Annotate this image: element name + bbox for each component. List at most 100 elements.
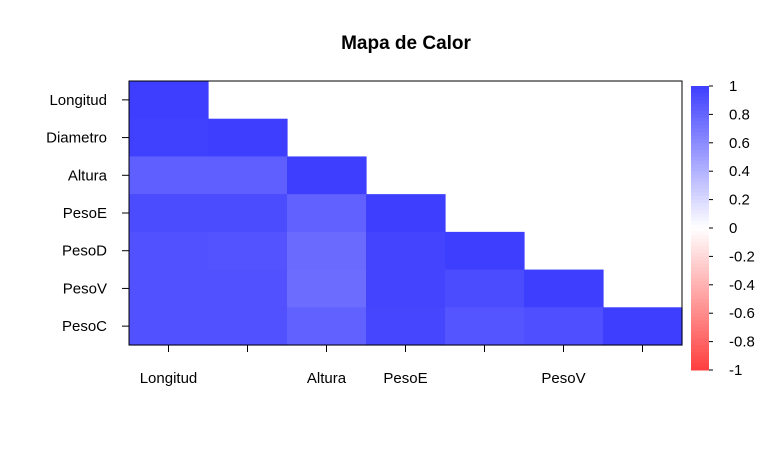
legend-gradient-step (691, 114, 709, 119)
legend-gradient-step (691, 231, 709, 236)
legend-gradient-step (691, 125, 709, 130)
legend-gradient-step (691, 274, 709, 279)
legend-tick-label: 0.4 (729, 163, 750, 180)
heatmap-cell (366, 194, 446, 233)
legend-gradient-step (691, 139, 709, 144)
y-axis: Longitud Diametro Altura PesoE PesoD PesoV Pes… (46, 92, 129, 335)
heatmap-cell (129, 118, 209, 158)
legend-gradient-step (691, 135, 709, 140)
legend-gradient-step (691, 249, 709, 254)
legend-gradient-step (691, 146, 709, 151)
heatmap-cell (208, 194, 288, 233)
y-tick-label: PesoC (62, 318, 107, 335)
legend-gradient-step (691, 341, 709, 346)
heatmap-cell (603, 307, 683, 346)
x-tick-label: Altura (307, 370, 347, 387)
legend-gradient-step (691, 117, 709, 122)
legend-tick-label: -0.6 (729, 305, 755, 322)
legend-gradient-step (691, 93, 709, 98)
legend-gradient-step (691, 302, 709, 307)
legend-gradient-step (691, 345, 709, 350)
legend-gradient-step (691, 320, 709, 325)
heatmap-cell (445, 231, 525, 271)
x-tick-label: PesoV (541, 370, 585, 387)
legend-gradient-step (691, 171, 709, 176)
legend-gradient-step (691, 220, 709, 225)
heatmap-cell (287, 156, 367, 195)
heatmap-cell (208, 307, 288, 346)
legend-gradient-step (691, 256, 709, 261)
x-tick-label: PesoE (383, 370, 427, 387)
x-axis: Longitud Altura PesoE PesoV (140, 345, 643, 387)
heatmap-cells (129, 81, 683, 346)
legend-tick-label: -0.2 (729, 248, 755, 265)
legend-gradient-step (691, 110, 709, 115)
legend-gradient-step (691, 267, 709, 272)
legend-gradient-step (691, 157, 709, 162)
legend-gradient-step (691, 149, 709, 154)
heatmap-cell (524, 269, 604, 308)
heatmap-cell (129, 231, 209, 271)
heatmap-cell (287, 231, 367, 271)
legend-gradient-step (691, 224, 709, 229)
legend-gradient-step (691, 330, 709, 335)
heatmap-cell (287, 194, 367, 233)
legend-gradient-step (691, 359, 709, 364)
heatmap-cell (366, 231, 446, 271)
legend-gradient-step (691, 313, 709, 318)
legend-tick-label: -1 (729, 362, 742, 379)
legend-gradient-step (691, 362, 709, 367)
legend-gradient-step (691, 181, 709, 186)
legend-gradient-step (691, 89, 709, 94)
legend-gradient-step (691, 327, 709, 332)
heatmap-cell (366, 269, 446, 308)
legend-gradient-step (691, 192, 709, 197)
legend-gradient-step (691, 86, 709, 91)
legend-gradient-step (691, 174, 709, 179)
legend-gradient-step (691, 259, 709, 264)
legend-gradient-step (691, 245, 709, 250)
heatmap-cell (445, 269, 525, 308)
legend-gradient-step (691, 309, 709, 314)
y-tick-label: PesoE (63, 205, 107, 222)
legend-gradient-step (691, 167, 709, 172)
legend-gradient-step (691, 160, 709, 165)
chart-title: Mapa de Calor (341, 33, 471, 54)
legend-gradient-step (691, 210, 709, 215)
heatmap-cell (129, 81, 209, 120)
legend-gradient-step (691, 334, 709, 339)
legend-gradient-step (691, 107, 709, 112)
y-tick-label: Diametro (46, 130, 107, 147)
heatmap-cell (208, 231, 288, 271)
legend-gradient-step (691, 132, 709, 137)
heatmap-cell (129, 269, 209, 308)
legend-gradient-step (691, 348, 709, 353)
legend-gradient-step (691, 235, 709, 240)
heatmap-cell (524, 307, 604, 346)
legend-gradient-step (691, 103, 709, 108)
legend-gradient-step (691, 366, 709, 371)
legend-gradient-step (691, 355, 709, 360)
heatmap-cell (287, 307, 367, 346)
legend-gradient-step (691, 196, 709, 201)
legend-gradient-step (691, 270, 709, 275)
legend-gradient-step (691, 238, 709, 243)
legend-gradient-step (691, 291, 709, 296)
heatmap-cell (208, 269, 288, 308)
legend-gradient-step (691, 352, 709, 357)
legend-gradient-step (691, 252, 709, 257)
y-tick-label: Longitud (49, 92, 107, 109)
legend-gradient-step (691, 142, 709, 147)
heatmap-cell (208, 156, 288, 195)
legend-gradient-step (691, 96, 709, 101)
legend-gradient-step (691, 203, 709, 208)
legend-gradient-step (691, 228, 709, 233)
legend-tick-label: -0.8 (729, 334, 755, 351)
legend-gradient-step (691, 213, 709, 218)
legend-gradient-step (691, 263, 709, 268)
legend-tick-label: 0.8 (729, 106, 750, 123)
legend-gradient-step (691, 164, 709, 169)
legend-gradient-step (691, 306, 709, 311)
heatmap-cell (129, 307, 209, 346)
